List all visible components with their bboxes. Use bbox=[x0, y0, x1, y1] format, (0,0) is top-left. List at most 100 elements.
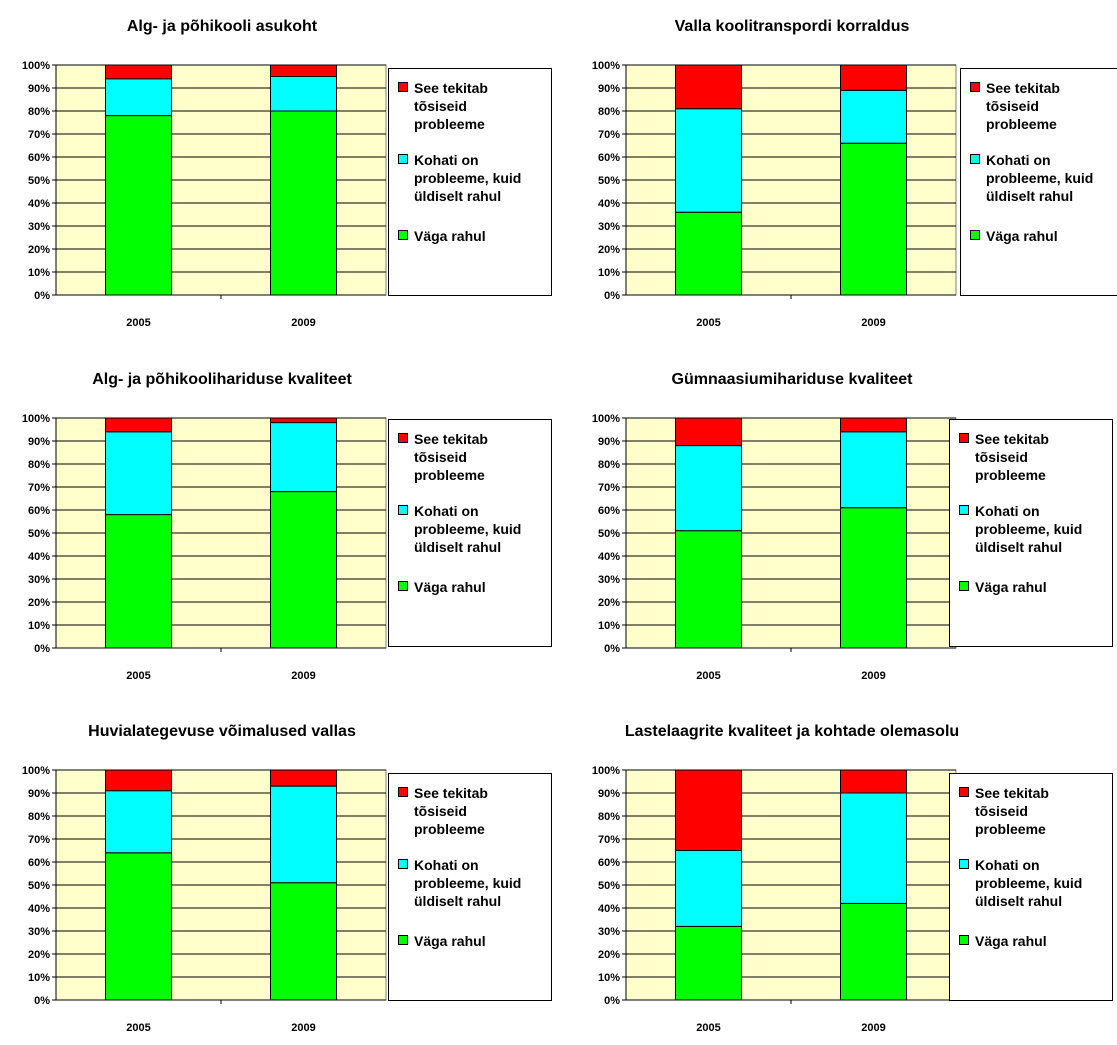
x-tick-label: 2005 bbox=[696, 1022, 720, 1034]
y-tick-label: 0% bbox=[34, 995, 50, 1007]
legend-swatch bbox=[398, 787, 408, 797]
legend: See tekitab tõsiseid probleeme Kohati on … bbox=[388, 68, 552, 296]
legend-label: Kohati on probleeme, kuid üldiselt rahul bbox=[414, 857, 522, 909]
bar-segment bbox=[105, 852, 172, 1001]
y-tick-label: 30% bbox=[28, 926, 50, 938]
y-tick-label: 80% bbox=[28, 106, 50, 118]
legend-swatch bbox=[959, 787, 969, 797]
bar-segment bbox=[270, 417, 337, 424]
stacked-bar-chart: Huvialategevuse võimalused vallas 0% 10% 20… bbox=[22, 723, 387, 1034]
y-tick-label: 100% bbox=[22, 60, 50, 72]
legend-swatch bbox=[970, 154, 980, 164]
legend-swatch bbox=[398, 581, 408, 591]
bar-segment bbox=[840, 902, 907, 1001]
y-tick-label: 30% bbox=[28, 221, 50, 233]
x-tick-label: 2005 bbox=[126, 1022, 150, 1034]
y-tick-label: 40% bbox=[598, 903, 620, 915]
y-tick-label: 100% bbox=[22, 413, 50, 425]
stacked-bar-chart: Lastelaagrite kvaliteet ja kohtade olema… bbox=[592, 723, 959, 1034]
legend: See tekitab tõsiseid probleeme Kohati on … bbox=[388, 773, 552, 1001]
bar-segment bbox=[105, 78, 172, 117]
bar-segment bbox=[840, 89, 907, 144]
y-tick-label: 0% bbox=[34, 290, 50, 302]
bar-segment bbox=[675, 850, 742, 927]
x-tick-label: 2005 bbox=[696, 317, 720, 329]
y-tick-label: 70% bbox=[28, 129, 50, 141]
y-tick-label: 50% bbox=[598, 528, 620, 540]
bar-segment bbox=[675, 925, 742, 1001]
y-tick-label: 80% bbox=[598, 106, 620, 118]
y-tick-label: 80% bbox=[28, 811, 50, 823]
y-tick-label: 80% bbox=[598, 811, 620, 823]
y-tick-label: 60% bbox=[598, 857, 620, 869]
legend-label: See tekitab tõsiseid probleeme bbox=[414, 80, 488, 132]
y-tick-label: 20% bbox=[28, 597, 50, 609]
y-tick-label: 90% bbox=[28, 788, 50, 800]
y-tick-label: 30% bbox=[598, 221, 620, 233]
bar-segment bbox=[840, 64, 907, 91]
bar-segment bbox=[840, 431, 907, 509]
chart-panel: Huvialategevuse võimalused vallas 0% 10% 20… bbox=[0, 705, 552, 1045]
y-tick-label: 30% bbox=[598, 574, 620, 586]
legend-label: See tekitab tõsiseid probleeme bbox=[414, 785, 488, 837]
y-tick-label: 10% bbox=[28, 972, 50, 984]
bar-segment bbox=[105, 64, 172, 80]
legend-swatch bbox=[970, 230, 980, 240]
chart-title: Alg- ja põhikoolihariduse kvaliteet bbox=[92, 371, 352, 388]
y-tick-label: 40% bbox=[28, 903, 50, 915]
y-tick-label: 50% bbox=[28, 880, 50, 892]
stacked-bar-chart: Alg- ja põhikooli asukoht 0% 10% 20% 30% 40% 5… bbox=[22, 18, 387, 329]
y-tick-label: 10% bbox=[598, 972, 620, 984]
y-tick-label: 40% bbox=[28, 551, 50, 563]
y-tick-label: 50% bbox=[28, 175, 50, 187]
bar-segment bbox=[675, 64, 742, 110]
legend-label: Väga rahul bbox=[986, 228, 1058, 244]
bar-segment bbox=[675, 769, 742, 851]
bar-segment bbox=[105, 115, 172, 296]
bar-segment bbox=[270, 882, 337, 1001]
legend-swatch bbox=[398, 935, 408, 945]
y-tick-label: 90% bbox=[598, 436, 620, 448]
legend-label: Kohati on probleeme, kuid üldiselt rahul bbox=[414, 152, 522, 204]
x-tick-label: 2005 bbox=[126, 670, 150, 682]
legend-label: See tekitab tõsiseid probleeme bbox=[414, 431, 488, 483]
bar-segment bbox=[270, 769, 337, 787]
y-tick-label: 60% bbox=[598, 152, 620, 164]
chart-title: Valla koolitranspordi korraldus bbox=[675, 18, 910, 35]
legend-swatch bbox=[959, 505, 969, 515]
bar-segment bbox=[105, 769, 172, 792]
stacked-bar-chart: Valla koolitranspordi korraldus 0% 10% 20% 3… bbox=[592, 18, 957, 329]
chart-title: Huvialategevuse võimalused vallas bbox=[88, 723, 356, 740]
bar-segment bbox=[675, 211, 742, 296]
y-tick-label: 10% bbox=[598, 620, 620, 632]
bar-segment bbox=[105, 790, 172, 854]
stacked-bar-chart: Alg- ja põhikoolihariduse kvaliteet 0% 10%… bbox=[22, 371, 387, 682]
y-tick-label: 30% bbox=[598, 926, 620, 938]
y-tick-label: 100% bbox=[592, 765, 620, 777]
legend-label: Väga rahul bbox=[414, 933, 486, 949]
legend-swatch bbox=[959, 433, 969, 443]
y-tick-label: 0% bbox=[604, 995, 620, 1007]
y-tick-label: 50% bbox=[28, 528, 50, 540]
stacked-bar-chart: Gümnaasiumihariduse kvaliteet 0% 10% 20% 30%… bbox=[592, 371, 957, 682]
legend-swatch bbox=[970, 82, 980, 92]
y-tick-label: 40% bbox=[598, 198, 620, 210]
y-tick-label: 0% bbox=[604, 643, 620, 655]
y-tick-label: 40% bbox=[598, 551, 620, 563]
bar-segment bbox=[675, 108, 742, 213]
bar-segment bbox=[840, 769, 907, 794]
bar-segment bbox=[105, 431, 172, 516]
bar-segment bbox=[675, 445, 742, 532]
y-tick-label: 100% bbox=[592, 60, 620, 72]
x-tick-label: 2009 bbox=[861, 317, 885, 329]
bar-segment bbox=[840, 507, 907, 649]
y-tick-label: 90% bbox=[598, 788, 620, 800]
y-tick-label: 10% bbox=[598, 267, 620, 279]
x-tick-label: 2009 bbox=[861, 670, 885, 682]
chart-title: Gümnaasiumihariduse kvaliteet bbox=[672, 371, 914, 388]
legend-swatch bbox=[398, 82, 408, 92]
chart-panel: Valla koolitranspordi korraldus 0% 10% 20% 3… bbox=[570, 0, 1117, 340]
bar-segment bbox=[675, 417, 742, 447]
legend-swatch bbox=[398, 859, 408, 869]
y-tick-label: 70% bbox=[28, 834, 50, 846]
